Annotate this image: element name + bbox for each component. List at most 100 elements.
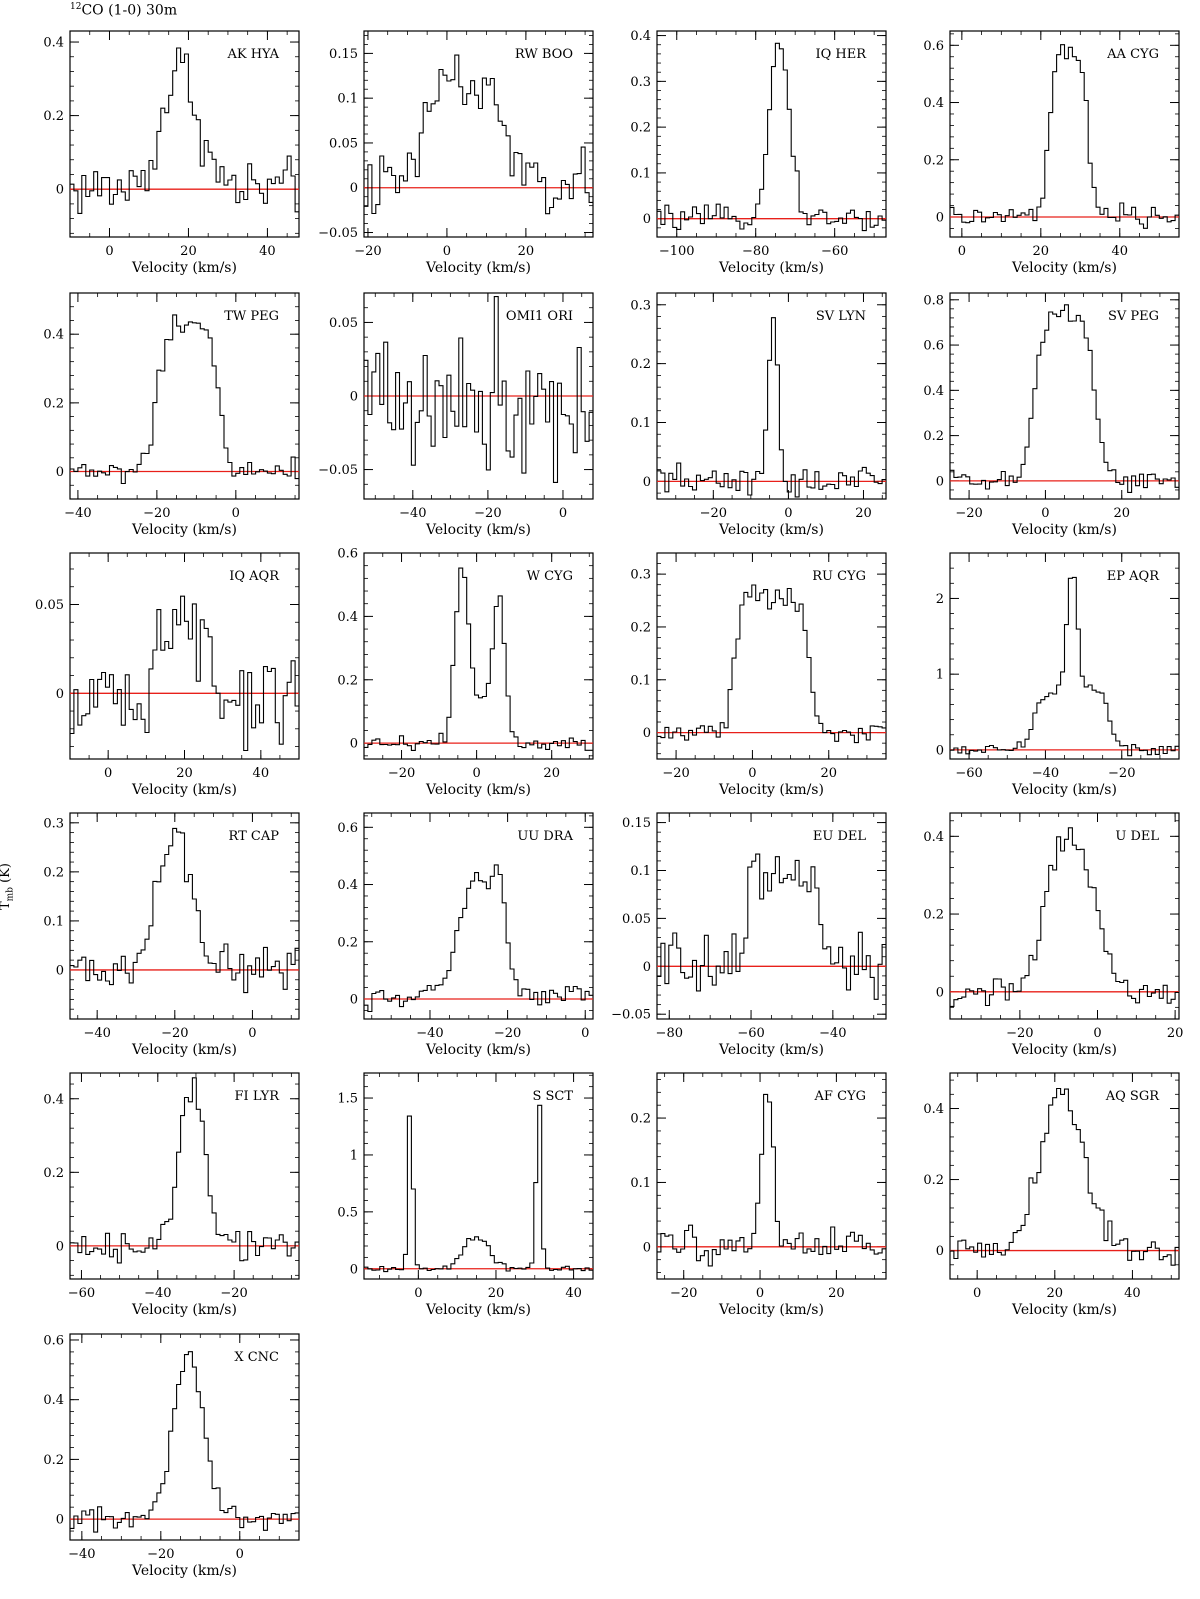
y-tick-label: 0.2 xyxy=(630,121,651,136)
spectrum-histogram xyxy=(70,827,299,994)
star-name-label: TW PEG xyxy=(224,309,279,324)
y-tick-label: 0.4 xyxy=(43,328,64,343)
y-tick-label: 0.1 xyxy=(630,673,651,688)
plot-frame xyxy=(656,1072,887,1280)
star-name-label: RU CYG xyxy=(812,569,866,584)
x-tick-label: −20 xyxy=(1108,766,1135,781)
y-tick-label: 0.2 xyxy=(923,908,944,923)
y-tick-label: 1.5 xyxy=(337,1092,358,1107)
x-tick-label: −20 xyxy=(143,506,170,521)
spectrum-histogram xyxy=(70,47,299,214)
y-tick-label: 0 xyxy=(56,183,64,198)
x-tick-label: 20 xyxy=(180,244,197,259)
x-tick-label: 0 xyxy=(784,506,792,521)
x-tick-label: 20 xyxy=(1113,506,1130,521)
spectrum-panel: −20 0 20 0 0.1 0.2 0.3 SV LYN Velocity (km/s) xyxy=(630,292,887,538)
spectrum-panel: −40 −20 0 0 0.1 0.2 0.3 RT CAP Velocity (km/s) xyxy=(43,812,300,1058)
spectrum-panel: −20 0 20 0 0.2 0.4 U DEL Velocity (km/s) xyxy=(923,812,1184,1058)
spectrum-histogram xyxy=(950,827,1179,1007)
plot-frame xyxy=(69,812,300,1020)
spectrum-histogram xyxy=(70,595,299,752)
star-name-label: RW BOO xyxy=(515,47,573,62)
x-tick-label: 40 xyxy=(1112,244,1129,259)
y-tick-label: 0 xyxy=(643,1240,651,1255)
y-tick-label: 0.4 xyxy=(923,384,944,399)
y-tick-label: −0.05 xyxy=(318,226,358,241)
x-tick-label: 20 xyxy=(855,506,872,521)
x-axis-label: Velocity (km/s) xyxy=(718,1042,824,1058)
plot-frame xyxy=(69,1333,300,1541)
star-name-label: SV LYN xyxy=(816,309,866,324)
y-tick-label: 0.2 xyxy=(923,1173,944,1188)
plot-frame xyxy=(69,292,300,500)
figure-title-text: CO (1-0) 30m xyxy=(81,2,178,19)
y-tick-label: 0.1 xyxy=(337,92,358,107)
spectrum-panel: −40 −20 0 0 0.2 0.4 TW PEG Velocity (km/s) xyxy=(43,292,300,538)
x-tick-label: −20 xyxy=(494,1026,521,1041)
y-tick-label: 0.3 xyxy=(630,568,651,583)
y-tick-label: 0.2 xyxy=(630,620,651,635)
x-tick-label: −60 xyxy=(955,766,982,781)
x-axis-label: Velocity (km/s) xyxy=(718,260,824,276)
y-tick-label: 0.2 xyxy=(43,109,64,124)
y-tick-label: −0.05 xyxy=(611,1008,651,1023)
y-tick-label: 0 xyxy=(936,474,944,489)
x-tick-label: 20 xyxy=(518,244,535,259)
isotope-superscript: 12 xyxy=(70,2,82,12)
x-axis-label: Velocity (km/s) xyxy=(1011,1302,1117,1318)
plot-frame xyxy=(949,30,1180,238)
plot-frame xyxy=(363,812,594,1020)
plot-frame xyxy=(656,292,887,500)
spectrum-histogram xyxy=(70,314,299,485)
y-tick-label: 0 xyxy=(350,992,358,1007)
x-axis-label: Velocity (km/s) xyxy=(1011,522,1117,538)
star-name-label: X CNC xyxy=(234,1350,279,1365)
spectrum-histogram xyxy=(657,853,886,1000)
y-tick-label: 0 xyxy=(643,960,651,975)
x-tick-label: 0 xyxy=(248,1026,256,1041)
y-tick-label: 0 xyxy=(56,1513,64,1528)
x-tick-label: −60 xyxy=(737,1026,764,1041)
spectrum-panel: −60 −40 −20 0 1 2 EP AQR Velocity (km/s) xyxy=(936,552,1180,798)
spectrum-panel: −40 −20 0 0 0.2 0.4 0.6 X CNC Velocity (km/s) xyxy=(43,1333,300,1579)
x-tick-label: −20 xyxy=(474,506,501,521)
y-tick-label: 0.05 xyxy=(329,316,358,331)
star-name-label: AQ SGR xyxy=(1105,1089,1160,1104)
x-tick-label: −100 xyxy=(659,244,695,259)
spectrum-panel: 0 20 40 0 0.5 1 1.5 S SCT Velocity (km/s) xyxy=(337,1072,594,1318)
y-tick-label: 0 xyxy=(643,475,651,490)
y-tick-label: 0 xyxy=(56,465,64,480)
x-axis-label: Velocity (km/s) xyxy=(1011,260,1117,276)
star-name-label: AF CYG xyxy=(814,1089,866,1104)
x-tick-label: −40 xyxy=(64,506,91,521)
y-tick-label: 2 xyxy=(936,592,944,607)
spectrum-panel: 0 20 40 0 0.05 IQ AQR Velocity (km/s) xyxy=(35,552,300,798)
x-tick-label: −40 xyxy=(68,1547,95,1562)
y-tick-label: 0 xyxy=(56,1239,64,1254)
y-tick-label: 0.2 xyxy=(43,396,64,411)
x-tick-label: 40 xyxy=(259,244,276,259)
plot-frame xyxy=(656,30,887,238)
y-tick-label: 0 xyxy=(350,737,358,752)
y-tick-label: 1 xyxy=(350,1148,358,1163)
y-tick-label: 0 xyxy=(350,390,358,405)
star-name-label: AK HYA xyxy=(226,47,279,62)
spectrum-histogram xyxy=(950,576,1179,757)
plot-frame xyxy=(363,552,594,760)
star-name-label: UU DRA xyxy=(517,829,573,844)
x-tick-label: 20 xyxy=(1167,1026,1184,1041)
spectrum-histogram xyxy=(364,296,593,483)
x-axis-label: Velocity (km/s) xyxy=(718,1302,824,1318)
x-tick-label: −80 xyxy=(656,1026,683,1041)
x-axis-label: Velocity (km/s) xyxy=(131,1042,237,1058)
spectrum-panel: −20 0 20 0 0.2 0.4 0.6 W CYG Velocity (km/s) xyxy=(337,547,594,798)
plot-frame xyxy=(949,1072,1180,1280)
x-axis-label: Velocity (km/s) xyxy=(131,782,237,798)
y-tick-label: 0.4 xyxy=(337,878,358,893)
x-tick-label: 0 xyxy=(748,766,756,781)
x-tick-label: 0 xyxy=(756,1286,764,1301)
y-tick-label: 0.4 xyxy=(337,610,358,625)
y-tick-label: 0 xyxy=(936,743,944,758)
y-tick-label: 0.5 xyxy=(337,1205,358,1220)
